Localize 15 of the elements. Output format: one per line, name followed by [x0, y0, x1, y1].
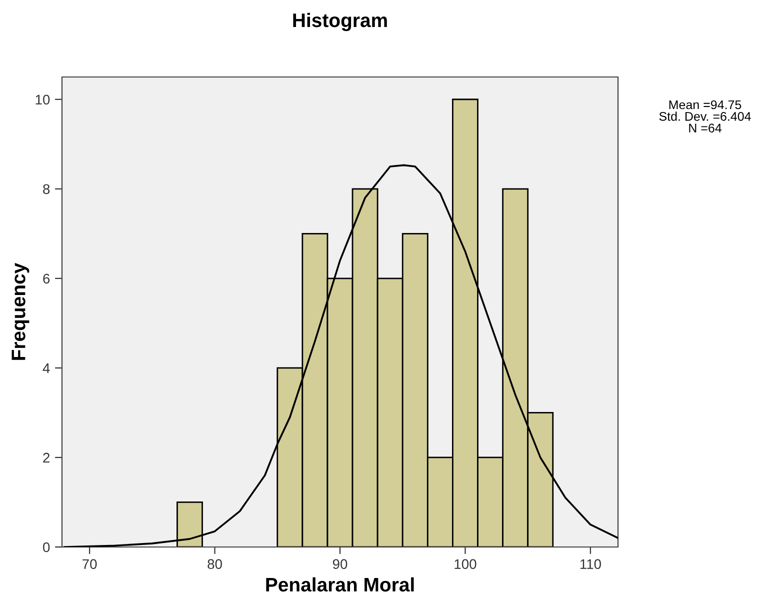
x-tick-label: 110 — [580, 559, 601, 570]
x-tick-label: 70 — [82, 559, 97, 570]
chart-title: Histogram — [293, 12, 387, 32]
y-tick-label: 0 — [43, 542, 50, 552]
y-tick-label: 2 — [43, 452, 50, 463]
x-tick-label: 90 — [332, 559, 348, 570]
text: Mean =94.75 Std. Dev. =6.404 N =64 — [659, 100, 751, 132]
x-tick-label: 80 — [208, 559, 222, 570]
y-tick-label: 4 — [42, 363, 50, 373]
y-axis-title: Frequency — [12, 262, 30, 360]
x-axis-title: Penalaran Moral — [266, 577, 414, 592]
y-tick-label: 8 — [43, 184, 50, 194]
x-tick-label: 100 — [454, 559, 476, 570]
y-tick-label: 6 — [43, 274, 50, 284]
y-tick-label: 10 — [36, 94, 50, 105]
